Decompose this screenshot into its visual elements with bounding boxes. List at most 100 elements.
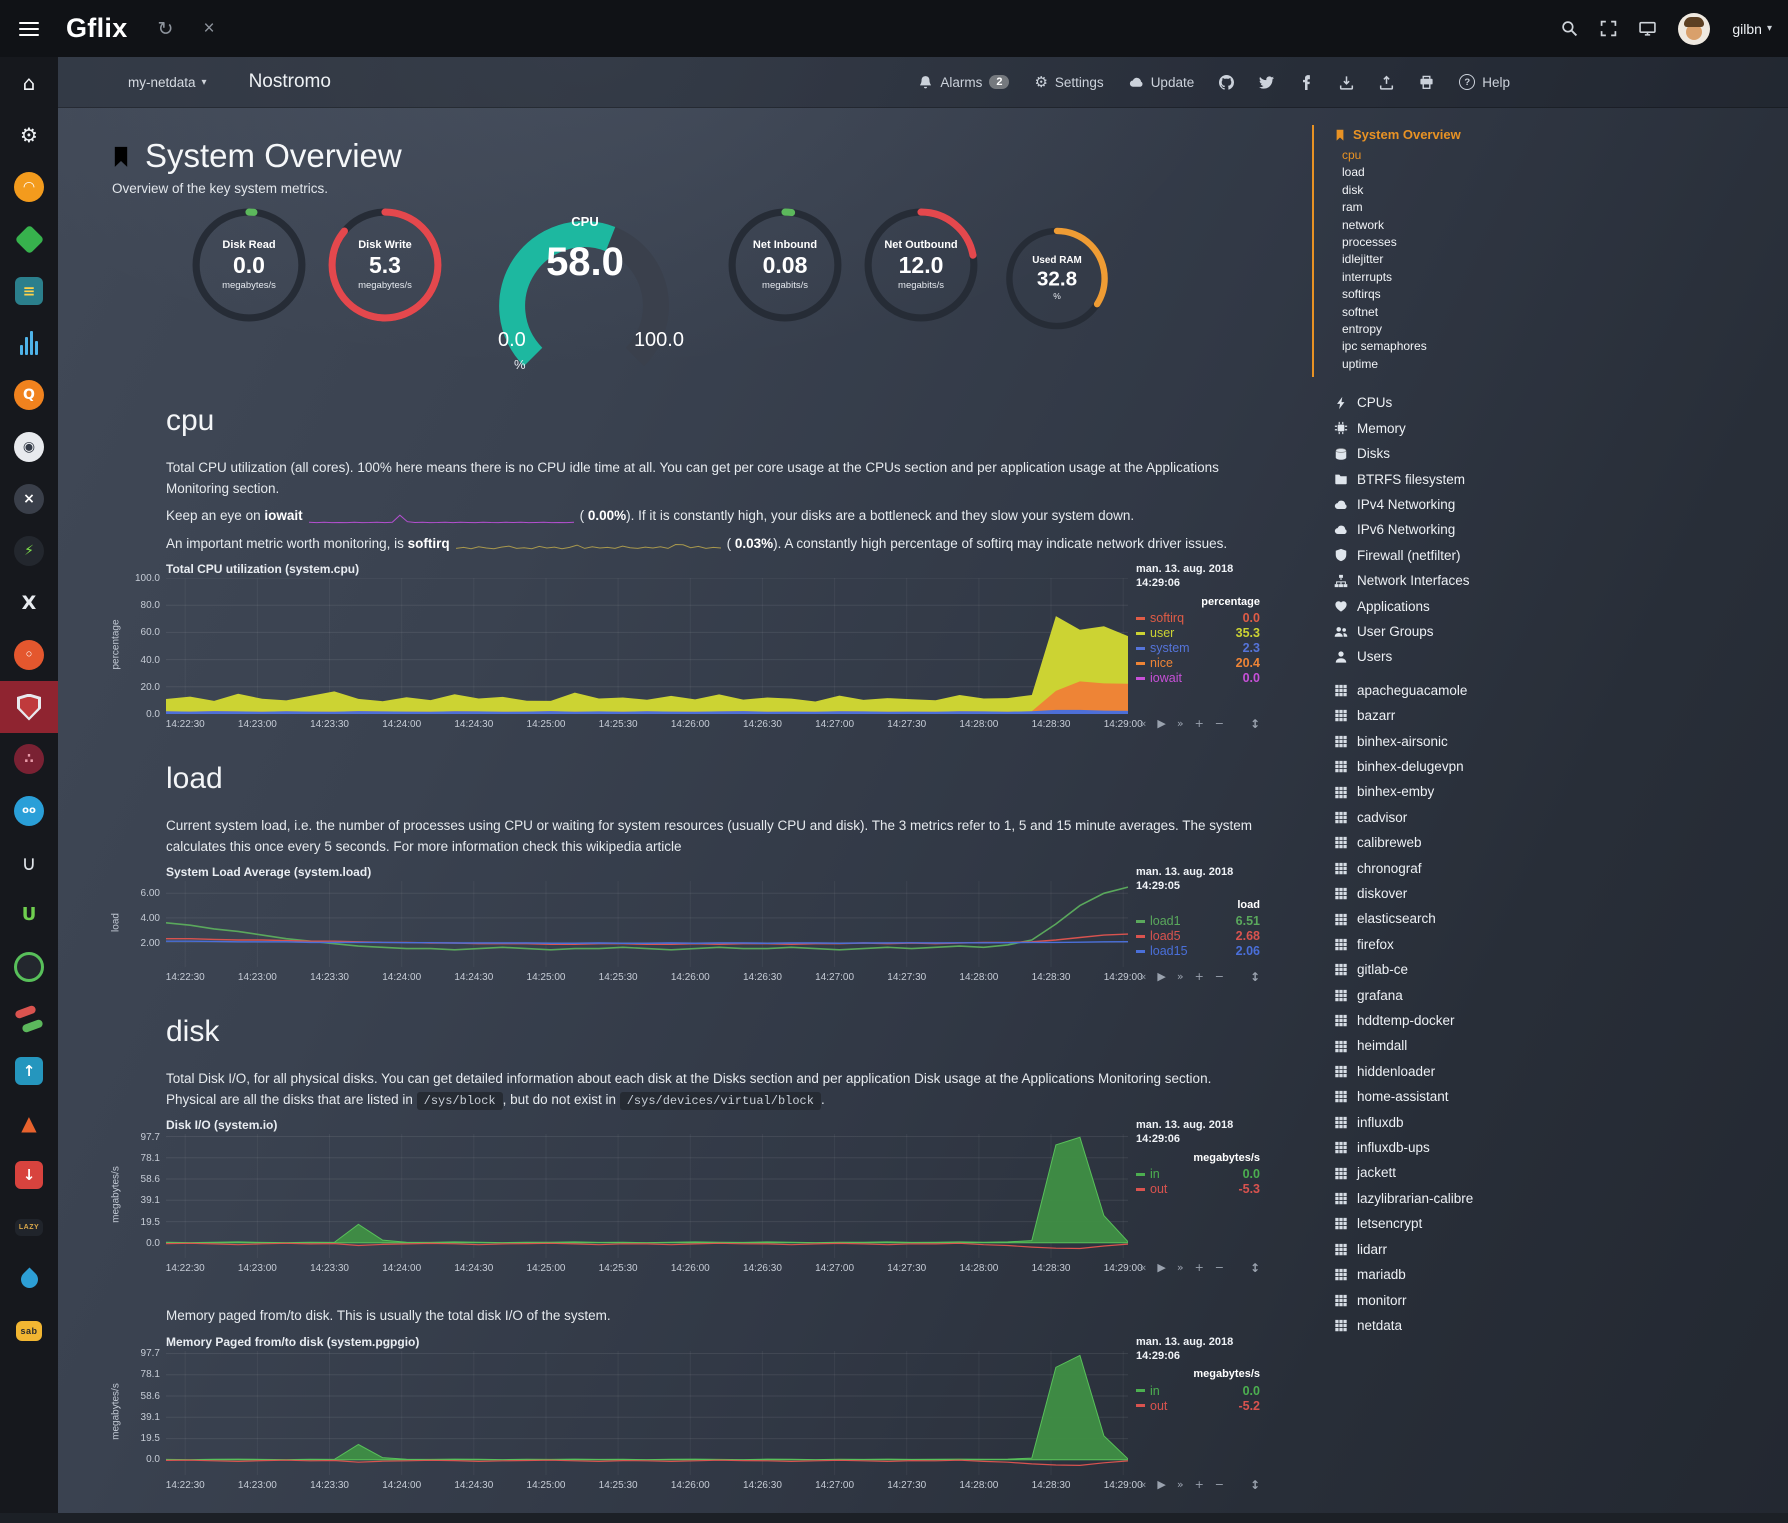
forward-button[interactable]: » [1177, 971, 1184, 982]
menu-app-calibreweb[interactable]: calibreweb [1312, 830, 1612, 855]
resize-handle[interactable]: ↕ [1250, 717, 1260, 731]
upload-icon[interactable] [1379, 75, 1394, 90]
avatar[interactable] [1678, 13, 1710, 45]
forward-button[interactable]: » [1177, 1262, 1184, 1273]
menu-app-bazarr[interactable]: bazarr [1312, 703, 1612, 728]
menu-app-elasticsearch[interactable]: elasticsearch [1312, 906, 1612, 931]
iowait-sparkline[interactable] [309, 509, 574, 524]
menu-section-network-interfaces[interactable]: Network Interfaces [1312, 568, 1612, 593]
screens-icon[interactable] [1639, 20, 1656, 37]
download-icon[interactable] [1339, 75, 1354, 90]
play-button[interactable]: ▶ [1157, 1262, 1165, 1273]
user-menu[interactable]: gilbn ▾ [1732, 21, 1772, 37]
controller-app-icon[interactable]: ◉ [0, 421, 58, 473]
red-shield-app-icon[interactable] [0, 681, 58, 733]
menu-app-lazylibrarian-calibre[interactable]: lazylibrarian-calibre [1312, 1186, 1612, 1211]
menu-app-diskover[interactable]: diskover [1312, 881, 1612, 906]
teal-up-arrow-app-icon[interactable]: ↑ [0, 1045, 58, 1097]
orange-swirl-app-icon[interactable]: ◠ [0, 161, 58, 213]
red-circle-app-icon[interactable]: ◦ [0, 629, 58, 681]
backward-button[interactable]: « [1140, 1479, 1147, 1490]
host-dropdown[interactable]: my-netdata▾ [128, 75, 207, 90]
menu-app-monitorr[interactable]: monitorr [1312, 1288, 1612, 1313]
menu-app-influxdb-ups[interactable]: influxdb-ups [1312, 1135, 1612, 1160]
twitter-icon[interactable] [1259, 75, 1274, 90]
lazy-app-icon[interactable]: LAZY [0, 1201, 58, 1253]
menu-item-idlejitter[interactable]: idlejitter [1334, 251, 1612, 268]
menu-app-grafana[interactable]: grafana [1312, 983, 1612, 1008]
zoom-in-button[interactable]: + [1195, 1262, 1204, 1273]
menu-app-firefox[interactable]: firefox [1312, 932, 1612, 957]
menu-section-memory[interactable]: Memory [1312, 416, 1612, 441]
menu-section-firewall-netfilter-[interactable]: Firewall (netfilter) [1312, 543, 1612, 568]
menu-item-softnet[interactable]: softnet [1334, 304, 1612, 321]
menu-section-user-groups[interactable]: User Groups [1312, 619, 1612, 644]
home-icon[interactable]: ⌂ [0, 57, 58, 109]
zoom-in-button[interactable]: + [1195, 718, 1204, 729]
menu-app-gitlab-ce[interactable]: gitlab-ce [1312, 957, 1612, 982]
menu-icon[interactable] [0, 0, 58, 57]
menu-app-mariadb[interactable]: mariadb [1312, 1262, 1612, 1287]
menu-item-ipc-semaphores[interactable]: ipc semaphores [1334, 338, 1612, 355]
menu-section-ipv6-networking[interactable]: IPv6 Networking [1312, 517, 1612, 542]
sab-app-icon[interactable]: sab [0, 1305, 58, 1357]
legend-out[interactable]: out-5.3 [1136, 1182, 1260, 1197]
red-down-arrow-app-icon[interactable]: ↓ [0, 1149, 58, 1201]
menu-section-users[interactable]: Users [1312, 644, 1612, 669]
menu-item-disk[interactable]: disk [1334, 182, 1612, 199]
green-diamond-app-icon[interactable] [0, 213, 58, 265]
menu-app-letsencrypt[interactable]: letsencrypt [1312, 1211, 1612, 1236]
menu-app-netdata[interactable]: netdata [1312, 1313, 1612, 1338]
menu-app-apacheguacamole[interactable]: apacheguacamole [1312, 678, 1612, 703]
gitlab-app-icon[interactable]: ▲ [0, 1097, 58, 1149]
zoom-out-button[interactable]: − [1215, 718, 1224, 729]
menu-app-home-assistant[interactable]: home-assistant [1312, 1084, 1612, 1109]
menu-item-load[interactable]: load [1334, 164, 1612, 181]
menu-item-uptime[interactable]: uptime [1334, 356, 1612, 373]
horseshoe-app-icon[interactable]: ∪ [0, 837, 58, 889]
striped-box-app-icon[interactable]: ≡ [0, 265, 58, 317]
resize-handle[interactable]: ↕ [1250, 1478, 1260, 1492]
play-button[interactable]: ▶ [1157, 971, 1165, 982]
blue-oo-app-icon[interactable]: oo [0, 785, 58, 837]
zoom-out-button[interactable]: − [1215, 971, 1224, 982]
pills-app-icon[interactable] [0, 993, 58, 1045]
zoom-out-button[interactable]: − [1215, 1262, 1224, 1273]
menu-item-softirqs[interactable]: softirqs [1334, 286, 1612, 303]
menu-app-binhex-emby[interactable]: binhex-emby [1312, 779, 1612, 804]
resize-handle[interactable]: ↕ [1250, 1261, 1260, 1275]
update-button[interactable]: Update [1129, 75, 1195, 90]
cpu-utilization-chart[interactable]: Total CPU utilization (system.cpu)percen… [166, 562, 1260, 736]
menu-section-ipv4-networking[interactable]: IPv4 Networking [1312, 492, 1612, 517]
green-u-app-icon[interactable]: U [0, 889, 58, 941]
alarms-button[interactable]: Alarms 2 [918, 75, 1009, 90]
menu-app-cadvisor[interactable]: cadvisor [1312, 805, 1612, 830]
menu-app-binhex-delugevpn[interactable]: binhex-delugevpn [1312, 754, 1612, 779]
water-drop-app-icon[interactable] [0, 1253, 58, 1305]
backward-button[interactable]: « [1140, 1262, 1147, 1273]
menu-section-disks[interactable]: Disks [1312, 441, 1612, 466]
print-icon[interactable] [1419, 75, 1434, 90]
green-ring-app-icon[interactable] [0, 941, 58, 993]
help-button[interactable]: ? Help [1459, 74, 1510, 90]
app-brand[interactable]: Gflix [66, 13, 128, 44]
menu-item-ram[interactable]: ram [1334, 199, 1612, 216]
zoom-in-button[interactable]: + [1195, 1479, 1204, 1490]
menu-app-heimdall[interactable]: heimdall [1312, 1033, 1612, 1058]
menu-system-overview[interactable]: System Overview [1334, 127, 1612, 142]
softirq-sparkline[interactable] [456, 536, 721, 551]
menu-app-lidarr[interactable]: lidarr [1312, 1237, 1612, 1262]
fullscreen-icon[interactable] [1600, 20, 1617, 37]
menu-section-btrfs-filesystem[interactable]: BTRFS filesystem [1312, 467, 1612, 492]
